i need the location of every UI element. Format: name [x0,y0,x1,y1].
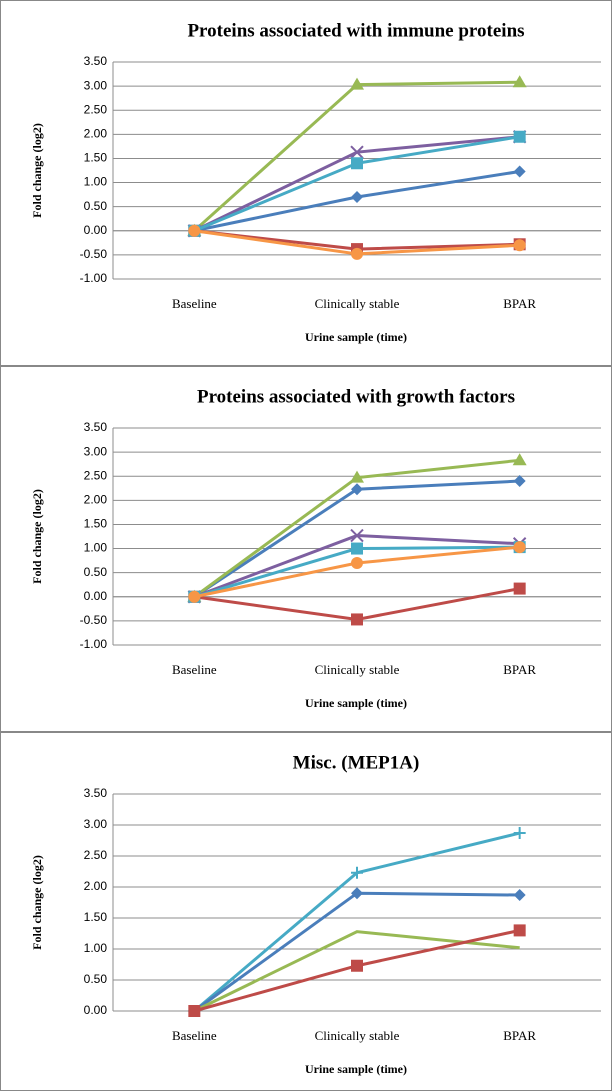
y-tick-label: 0.50 [84,565,108,579]
y-tick-label: 0.00 [84,223,108,237]
marker [188,1005,201,1017]
marker [512,453,527,466]
marker [351,483,363,496]
marker [513,827,526,840]
marker [351,613,363,626]
marker [513,165,526,178]
x-tick-label: BPAR [503,1028,536,1043]
y-axis-title: Fold change (log2) [30,855,44,950]
marker [513,475,526,488]
y-tick-label: 1.50 [84,151,108,165]
y-tick-label: 1.00 [84,941,108,955]
y-tick-label: 2.00 [84,127,108,141]
series-line [193,831,521,1013]
chart-title: Proteins associated with growth factors [197,386,515,407]
x-tick-label: BPAR [503,296,536,311]
y-tick-label: 1.00 [84,175,108,189]
marker [188,224,201,237]
marker [513,924,526,937]
marker [513,130,526,143]
series-line [193,545,520,599]
x-tick-label: Clinically stable [315,1028,400,1043]
y-tick-label: 0.50 [84,199,108,213]
marker [351,887,363,900]
y-tick-label: 0.50 [84,972,108,986]
marker [512,75,527,88]
y-tick-label: -1.00 [80,271,108,285]
y-axis-title: Fold change (log2) [30,123,44,218]
series-line [193,891,520,1013]
y-tick-label: -0.50 [80,613,108,627]
y-tick-label: 3.50 [84,786,108,800]
y-tick-label: 3.00 [84,78,108,92]
y-tick-label: 3.50 [84,420,108,434]
y-tick-label: 3.00 [84,444,108,458]
marker [188,590,201,603]
x-tick-label: Baseline [172,662,217,677]
chart-title: Misc. (MEP1A) [293,752,420,773]
marker [351,542,363,555]
x-axis-title: Urine sample (time) [305,1062,407,1076]
chart-title: Proteins associated with immune proteins [187,20,524,41]
marker [351,157,363,170]
marker [351,959,363,972]
y-tick-label: 2.00 [84,493,108,507]
marker [513,239,526,252]
y-tick-label: 2.00 [84,879,108,893]
marker [513,541,526,554]
marker [351,866,363,879]
y-tick-label: -1.00 [80,637,108,651]
x-tick-label: Baseline [172,1028,217,1043]
x-tick-label: Baseline [172,296,217,311]
y-tick-label: 1.00 [84,541,108,555]
y-tick-label: 2.50 [84,848,108,862]
y-tick-label: -0.50 [80,247,108,261]
marker [350,77,364,90]
y-axis-title: Fold change (log2) [30,489,44,584]
series-line [194,545,520,599]
marker [350,145,364,159]
marker [513,889,526,902]
marker [351,191,363,204]
y-tick-label: 2.50 [84,468,108,482]
x-axis-title: Urine sample (time) [305,330,407,344]
marker [351,247,363,260]
y-tick-label: 1.50 [84,910,108,924]
y-tick-label: 2.50 [84,102,108,116]
marker [350,528,364,543]
y-tick-label: 0.00 [84,589,108,603]
marker [350,470,364,483]
y-tick-label: 3.00 [84,817,108,831]
y-tick-label: 3.50 [84,54,108,68]
marker [513,582,526,595]
x-tick-label: Clinically stable [315,296,400,311]
x-tick-label: Clinically stable [315,662,400,677]
y-tick-label: 0.00 [84,1003,108,1017]
marker [351,557,363,570]
x-tick-label: BPAR [503,662,536,677]
y-tick-label: 1.50 [84,517,108,531]
x-axis-title: Urine sample (time) [305,696,407,710]
